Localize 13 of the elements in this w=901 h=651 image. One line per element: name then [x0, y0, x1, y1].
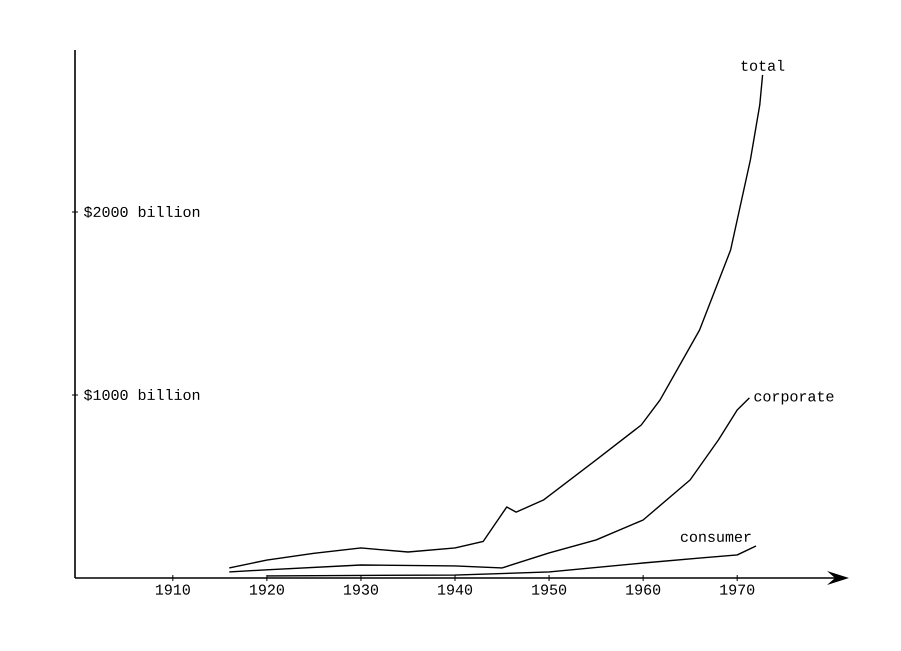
x-tick-label: 1960: [626, 584, 660, 595]
line-series: [228, 397, 750, 573]
series-label: total: [741, 60, 784, 71]
series-label: corporate: [754, 391, 834, 404]
y-tick-label: $1000 billion: [84, 389, 200, 401]
y-tick-label: $2000 billion: [84, 206, 200, 218]
x-tick-label: 1930: [344, 584, 378, 595]
series-label: consumer: [680, 534, 751, 542]
x-tick-label: 1920: [250, 584, 284, 595]
x-tick-label: 1950: [532, 584, 566, 595]
x-tick-label: 1940: [438, 584, 472, 595]
x-tick-label: 1910: [156, 584, 190, 595]
x-tick-label: 1970: [720, 584, 754, 595]
